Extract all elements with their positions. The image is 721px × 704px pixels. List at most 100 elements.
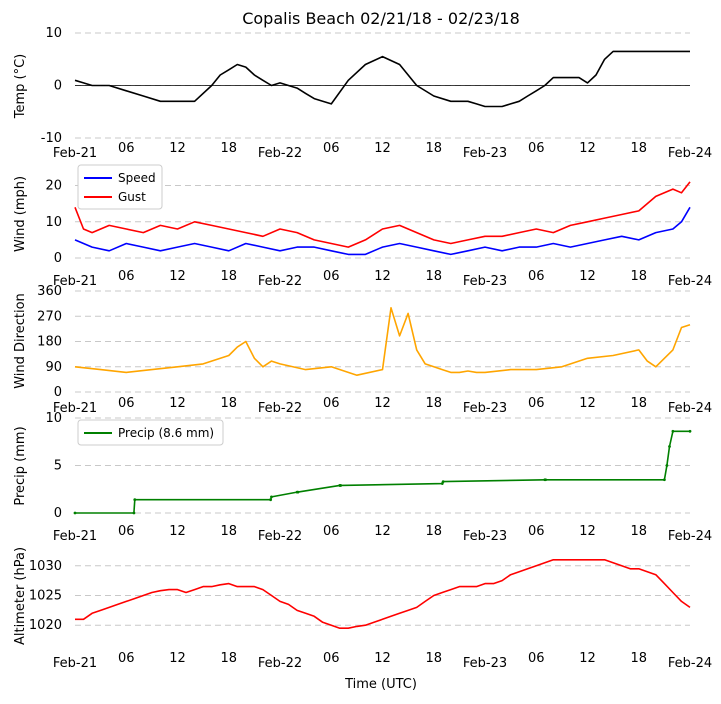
x-tick-label: 12	[374, 524, 391, 539]
x-tick-label: 18	[220, 141, 237, 156]
data-point	[132, 511, 136, 515]
x-tick-label: 12	[169, 651, 186, 666]
x-tick-label: 12	[579, 396, 596, 411]
x-tick-label: 12	[169, 396, 186, 411]
x-tick-label: 06	[528, 396, 545, 411]
x-tick-label: Feb-23	[463, 656, 507, 671]
x-tick-label: Feb-21	[53, 401, 97, 416]
x-tick-label: 12	[169, 269, 186, 284]
x-tick-label: 18	[630, 651, 647, 666]
x-tick-label: 06	[528, 524, 545, 539]
x-tick-label: 06	[118, 141, 135, 156]
x-tick-label: Feb-23	[463, 274, 507, 289]
y-axis-label: Wind Direction	[13, 293, 28, 389]
y-tick-label: 180	[37, 335, 62, 350]
series-line-precip-8-6-mm-	[75, 430, 690, 514]
x-tick-label: 12	[374, 141, 391, 156]
y-tick-label: 5	[54, 459, 62, 474]
x-tick-label: 12	[579, 524, 596, 539]
x-tick-label: 06	[528, 651, 545, 666]
data-point	[296, 490, 300, 494]
x-tick-label: Feb-22	[258, 656, 302, 671]
x-tick-label: 18	[425, 269, 442, 284]
x-tick-label: 12	[579, 141, 596, 156]
y-tick-label: -10	[41, 131, 62, 146]
x-tick-label: 18	[220, 524, 237, 539]
y-tick-label: 1030	[29, 559, 62, 574]
y-tick-label: 0	[54, 385, 62, 400]
legend: Speed Gust	[77, 164, 163, 210]
y-tick-label: 10	[45, 26, 62, 41]
x-tick-label: 12	[374, 396, 391, 411]
y-axis-label: Wind (mph)	[13, 176, 28, 252]
panel-wind: 0 10 20 Wind (mph) Feb-21 06 12 18 Feb-22 06 12 18 F…	[13, 164, 712, 289]
data-point	[339, 484, 343, 487]
x-tick-label: Feb-23	[463, 146, 507, 161]
x-tick-label: Feb-21	[53, 529, 97, 544]
data-point	[133, 498, 137, 502]
x-tick-label: 18	[630, 524, 647, 539]
y-tick-label: 0	[54, 79, 62, 94]
x-tick-label: 18	[425, 141, 442, 156]
legend-label: Precip (8.6 mm)	[118, 426, 214, 440]
data-point	[688, 429, 692, 433]
panel-direction: 0 90 180 270 360 Wind Direction Feb-21 06 12 18 Fe…	[13, 284, 712, 416]
data-point	[73, 511, 77, 515]
data-point	[665, 464, 669, 467]
x-tick-label: 06	[528, 141, 545, 156]
x-tick-label: Feb-24	[668, 401, 712, 416]
chart-title: Copalis Beach 02/21/18 - 02/23/18	[242, 9, 520, 28]
x-tick-label: 06	[323, 269, 340, 284]
y-tick-label: 90	[45, 360, 62, 375]
x-tick-label: 18	[425, 396, 442, 411]
data-point	[441, 480, 445, 484]
legend-label: Speed	[118, 171, 156, 185]
x-tick-label: 06	[323, 651, 340, 666]
panel-temp: -10 0 10 Temp (°C) Feb-21 06 12 18 Feb-22 06 12 18 F…	[13, 26, 712, 161]
series-line-altimeter	[75, 558, 691, 630]
y-axis-label: Temp (°C)	[13, 54, 28, 120]
x-tick-label: 18	[630, 141, 647, 156]
x-tick-label: 12	[169, 524, 186, 539]
x-tick-label: Feb-22	[258, 274, 302, 289]
x-tick-label: 18	[425, 651, 442, 666]
x-tick-label: 12	[374, 651, 391, 666]
y-tick-label: 270	[37, 309, 62, 324]
x-tick-label: Feb-22	[258, 529, 302, 544]
x-tick-label: 06	[118, 524, 135, 539]
x-tick-label: 18	[220, 651, 237, 666]
x-tick-label: 06	[118, 396, 135, 411]
x-tick-label: 06	[118, 269, 135, 284]
series-line-speed	[74, 206, 691, 256]
data-point	[668, 445, 671, 448]
series-line-temp	[74, 50, 690, 108]
x-tick-label: Feb-22	[258, 401, 302, 416]
x-tick-label: 18	[630, 396, 647, 411]
data-point	[544, 478, 548, 482]
y-tick-label: 20	[45, 179, 62, 194]
y-tick-label: 1025	[29, 589, 62, 604]
x-tick-label: 18	[220, 396, 237, 411]
y-tick-label: 10	[45, 215, 62, 230]
data-point	[662, 478, 666, 482]
y-axis-label: Precip (mm)	[13, 426, 28, 505]
x-tick-label: Feb-21	[53, 146, 97, 161]
series-line-gust	[74, 181, 691, 248]
data-point	[671, 429, 675, 433]
x-tick-label: 06	[323, 396, 340, 411]
x-tick-label: 12	[579, 651, 596, 666]
x-tick-label: 12	[374, 269, 391, 284]
x-tick-label: 18	[425, 524, 442, 539]
series-line-direction	[74, 306, 691, 377]
x-tick-label: 18	[220, 269, 237, 284]
x-tick-label: Feb-21	[53, 274, 97, 289]
panel-precip: 0 5 10 Precip (mm) Feb-21 06 12 18 Feb-22 06 12 18 F…	[13, 411, 712, 544]
data-point	[270, 495, 273, 499]
legend: Precip (8.6 mm)	[77, 419, 224, 446]
x-axis-label: Time (UTC)	[344, 677, 417, 692]
x-tick-label: 06	[118, 651, 135, 666]
y-tick-label: 10	[45, 411, 62, 426]
x-tick-label: Feb-22	[258, 146, 302, 161]
